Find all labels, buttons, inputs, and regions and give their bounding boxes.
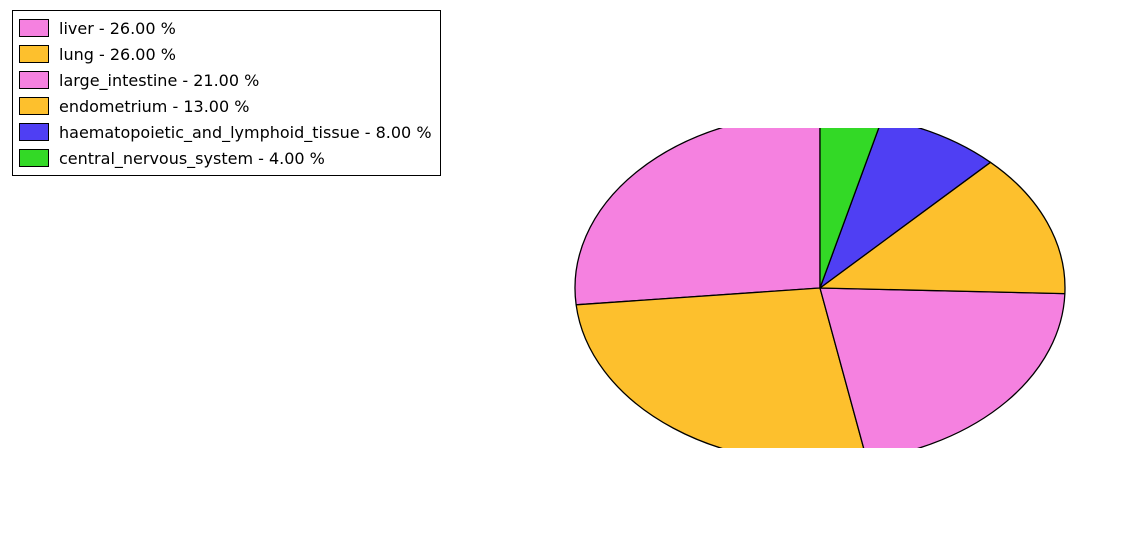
legend-label: endometrium - 13.00 % <box>59 97 249 116</box>
legend-label: central_nervous_system - 4.00 % <box>59 149 325 168</box>
legend-item: haematopoietic_and_lymphoid_tissue - 8.0… <box>19 119 432 145</box>
legend-label: haematopoietic_and_lymphoid_tissue - 8.0… <box>59 123 432 142</box>
legend-item: endometrium - 13.00 % <box>19 93 432 119</box>
legend-item: liver - 26.00 % <box>19 15 432 41</box>
legend-swatch <box>19 45 49 63</box>
legend-label: lung - 26.00 % <box>59 45 176 64</box>
pie-chart <box>560 128 1080 448</box>
legend-swatch <box>19 123 49 141</box>
legend-swatch <box>19 71 49 89</box>
pie-slice <box>576 288 867 448</box>
pie-slice <box>820 288 1065 448</box>
legend-swatch <box>19 97 49 115</box>
pie-slice <box>575 128 820 305</box>
legend-swatch <box>19 19 49 37</box>
legend-swatch <box>19 149 49 167</box>
legend-label: liver - 26.00 % <box>59 19 176 38</box>
legend-item: central_nervous_system - 4.00 % <box>19 145 432 171</box>
legend-item: large_intestine - 21.00 % <box>19 67 432 93</box>
legend-item: lung - 26.00 % <box>19 41 432 67</box>
legend-label: large_intestine - 21.00 % <box>59 71 259 90</box>
pie-legend: liver - 26.00 % lung - 26.00 % large_intes… <box>12 10 441 176</box>
